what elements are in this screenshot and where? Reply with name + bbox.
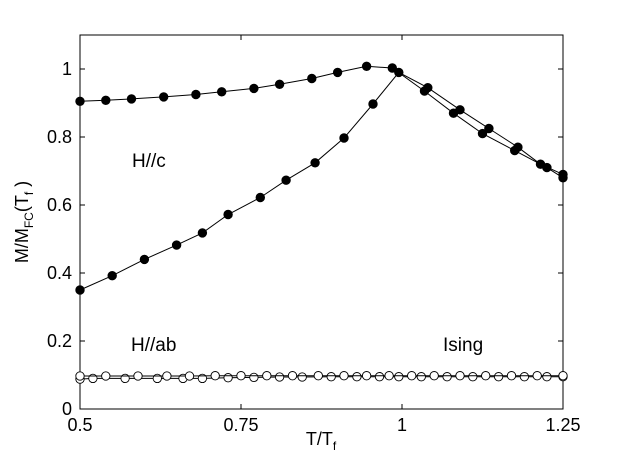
series-3-point-3 [163,372,171,380]
series-3-point-16 [482,372,490,380]
series-1-point-17 [559,170,567,178]
series-1-point-12 [424,84,432,92]
x-axis-title-sub: f [333,439,337,453]
x-axis-title: T/Tf [306,429,337,453]
series-1-point-2 [140,255,148,263]
series-3-point-15 [456,372,464,380]
series-0-point-5 [218,88,226,96]
series-1-point-6 [256,193,264,201]
series-2-point-19 [543,373,551,381]
series-0-point-9 [333,68,341,76]
series-3-point-14 [430,372,438,380]
series-0-point-4 [192,90,200,98]
y-tick-label-2: 0.4 [47,263,72,283]
series-1-point-1 [108,272,116,280]
series-1-point-15 [514,143,522,151]
series-2-point-14 [417,373,425,381]
annotation-ising: Ising [443,335,483,356]
series-3-point-2 [134,372,142,380]
series-3-point-19 [559,372,567,380]
series-3-point-8 [288,372,296,380]
series-1-point-3 [172,241,180,249]
annotation-h-c: H//c [132,151,166,172]
series-1-point-11 [395,68,403,76]
series-3-point-5 [211,372,219,380]
y-tick-label-5: 1 [62,59,72,79]
series-3-point-7 [263,372,271,380]
series-3-point-10 [340,372,348,380]
series-1-point-9 [340,134,348,142]
series-0-point-0 [76,97,84,105]
series-0-point-3 [160,93,168,101]
series-1-point-0 [76,286,84,294]
series-3-point-11 [362,372,370,380]
series-2-point-6 [224,374,232,382]
y-tick-label-4: 0.8 [47,127,72,147]
y-tick-label-3: 0.6 [47,195,72,215]
y-tick-label-1: 0.2 [47,331,72,351]
series-3-point-1 [102,372,110,380]
series-0-point-8 [308,74,316,82]
series-2-point-7 [250,373,258,381]
series-2-point-11 [353,373,361,381]
y-axis-title-main: M/M [12,228,32,263]
y-tick-label-0: 0 [62,399,72,419]
series-2-point-8 [275,373,283,381]
series-3-point-13 [408,372,416,380]
y-axis-title-paren-open: (T [12,195,32,212]
x-tick-label-3: 1.25 [545,415,580,435]
series-2-point-1 [89,374,97,382]
series-1-line [80,72,563,290]
series-2-point-10 [327,373,335,381]
y-axis-title-paren-close: ) [12,181,32,192]
series-2-point-13 [395,373,403,381]
series-3-point-12 [385,372,393,380]
series-0-point-2 [127,95,135,103]
x-tick-label-2: 1 [397,415,407,435]
annotation-h-ab: H//ab [131,335,176,356]
series-2-point-18 [520,373,528,381]
series-3-point-18 [533,372,541,380]
series-1-point-8 [311,159,319,167]
series-0-point-10 [362,62,370,70]
series-1-point-14 [485,124,493,132]
x-tick-label-1: 0.75 [223,415,258,435]
series-1-point-16 [536,160,544,168]
series-3-point-6 [237,372,245,380]
series-2-point-3 [153,374,161,382]
series-1-point-7 [282,176,290,184]
series-3-point-4 [185,372,193,380]
series-3-point-9 [314,372,322,380]
series-2-point-2 [121,374,129,382]
series-0-point-1 [102,96,110,104]
y-axis-title: M/MFC(Tf ) [12,181,36,263]
series-3-point-17 [507,372,515,380]
series-0-point-6 [250,84,258,92]
x-axis-title-main: T/T [306,429,333,449]
series-3-point-0 [76,372,84,380]
series-1-point-10 [369,100,377,108]
series-1-point-5 [224,210,232,218]
series-1-point-4 [198,229,206,237]
y-axis-title-sub-fc: FC [22,212,36,228]
series-2-point-9 [298,373,306,381]
series-2-point-15 [443,373,451,381]
series-1-point-13 [456,106,464,114]
series-2-point-12 [375,373,383,381]
series-2-point-17 [494,373,502,381]
series-0-point-7 [275,80,283,88]
series-2-point-16 [469,373,477,381]
